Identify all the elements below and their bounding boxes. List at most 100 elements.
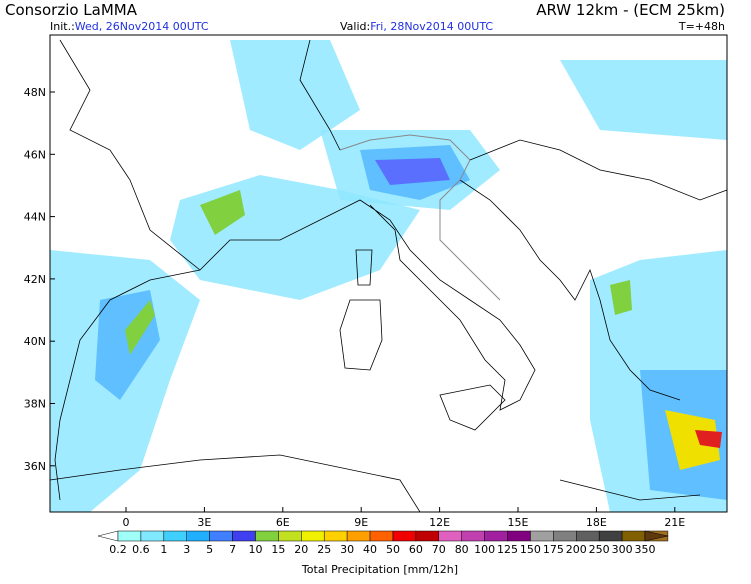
colorbar-segment (255, 530, 279, 542)
colorbar-label: 250 (589, 543, 610, 556)
colorbar-label: 30 (340, 543, 354, 556)
colorbar-label: 15 (271, 543, 285, 556)
lon-label: 3E (197, 516, 211, 529)
lat-label: 42N (24, 273, 46, 286)
lat-label: 40N (24, 335, 46, 348)
coastlines (49, 39, 701, 513)
valid: Valid:Fri, 28Nov2014 00UTC (340, 20, 493, 33)
colorbar-segment (301, 530, 325, 542)
model: ARW 12km - (ECM 25km) (536, 1, 725, 19)
colorbar-label: 50 (386, 543, 400, 556)
colorbar-segment (438, 530, 462, 542)
colorbar-label: 0.2 (109, 543, 127, 556)
colorbar-label: 5 (206, 543, 213, 556)
colorbar-label: 100 (474, 543, 495, 556)
colorbar-segment (323, 530, 348, 542)
colorbar-segment (621, 530, 646, 542)
precip-field (50, 40, 727, 512)
coastline (49, 454, 421, 513)
borders (299, 39, 728, 301)
colorbar-label: 1 (160, 543, 167, 556)
border (469, 139, 728, 201)
map-frame (49, 34, 728, 513)
coastline (459, 179, 681, 401)
coastline (339, 299, 383, 371)
lon-label: 18E (586, 516, 607, 529)
precip-area (230, 40, 360, 150)
lat-label: 46N (24, 148, 46, 161)
colorbar-label: 7 (229, 543, 236, 556)
title: Consorzio LaMMA (5, 1, 138, 19)
map (49, 34, 728, 513)
colorbar-segment (598, 530, 623, 542)
colorbar-segment (117, 530, 142, 542)
lon-label: 15E (508, 516, 529, 529)
colorbar-arrow (97, 530, 119, 542)
colorbar-segment (163, 530, 187, 542)
lead-time: T=+48h (678, 20, 725, 33)
precip-area (695, 430, 722, 448)
colorbar-label: 150 (520, 543, 541, 556)
colorbar-label: 25 (317, 543, 331, 556)
colorbar-title: Total Precipitation [mm/12h] (301, 563, 458, 576)
colorbar-segment (461, 530, 485, 542)
colorbar-segment (484, 530, 508, 542)
colorbar-segment (392, 530, 417, 542)
coastline (559, 479, 701, 501)
border (299, 39, 341, 151)
colorbar-segment (140, 530, 165, 542)
precip-area (610, 280, 632, 315)
colorbar-label: 350 (635, 543, 656, 556)
colorbar-label: 0.6 (132, 543, 150, 556)
colorbar-segment (346, 530, 371, 542)
valid-time: Fri, 28Nov2014 00UTC (370, 20, 493, 33)
valid-label: Valid: (340, 20, 370, 33)
region-border (339, 134, 501, 301)
lon-label: 0 (123, 516, 130, 529)
precip-area (200, 190, 245, 235)
colorbar-segment (209, 530, 233, 542)
lon-label: 9E (354, 516, 368, 529)
colorbar: 0.2 0.6 1 3 5 7 10 15 20 25 30 40 50 60 70 80 100 125 150 1… (97, 530, 669, 556)
colorbar-label: 125 (497, 543, 518, 556)
colorbar-arrow (644, 530, 669, 542)
lon-label: 6E (276, 516, 290, 529)
colorbar-label: 20 (294, 543, 308, 556)
coastline (355, 249, 373, 286)
colorbar-segment (232, 530, 256, 542)
colorbar-segment (369, 530, 394, 542)
map-axes: 0 3E 6E 9E 12E 15E 18E 21E 48N 46N 44N 42N 40N 38N 36N (24, 86, 686, 529)
colorbar-label: 10 (248, 543, 262, 556)
coastline (54, 269, 201, 501)
colorbar-label: 175 (543, 543, 564, 556)
coastline (439, 384, 506, 431)
colorbar-label: 40 (363, 543, 377, 556)
lat-label: 36N (24, 460, 46, 473)
colorbar-label: 200 (566, 543, 587, 556)
lon-label: 21E (664, 516, 685, 529)
precip-area (665, 410, 720, 470)
colorbar-segment (415, 530, 440, 542)
colorbar-segment (553, 530, 577, 542)
precip-area (375, 158, 450, 185)
colorbar-label: 3 (183, 543, 190, 556)
lat-label: 44N (24, 211, 46, 224)
init: Init.:Wed, 26Nov2014 00UTC (50, 20, 209, 33)
lat-label: 48N (24, 86, 46, 99)
lat-label: 38N (24, 398, 46, 411)
colorbar-label: 80 (455, 543, 469, 556)
precip-area (125, 300, 155, 355)
colorbar-segment (278, 530, 302, 542)
colorbar-label: 60 (409, 543, 423, 556)
init-label: Init.: (50, 20, 75, 33)
lon-label: 12E (429, 516, 450, 529)
colorbar-segment (576, 530, 600, 542)
colorbar-segment (530, 530, 554, 542)
colorbar-label: 300 (612, 543, 633, 556)
coastline (59, 39, 536, 411)
precip-area (560, 60, 727, 140)
init-time: Wed, 26Nov2014 00UTC (75, 20, 209, 33)
colorbar-segment (507, 530, 531, 542)
colorbar-label: 70 (432, 543, 446, 556)
